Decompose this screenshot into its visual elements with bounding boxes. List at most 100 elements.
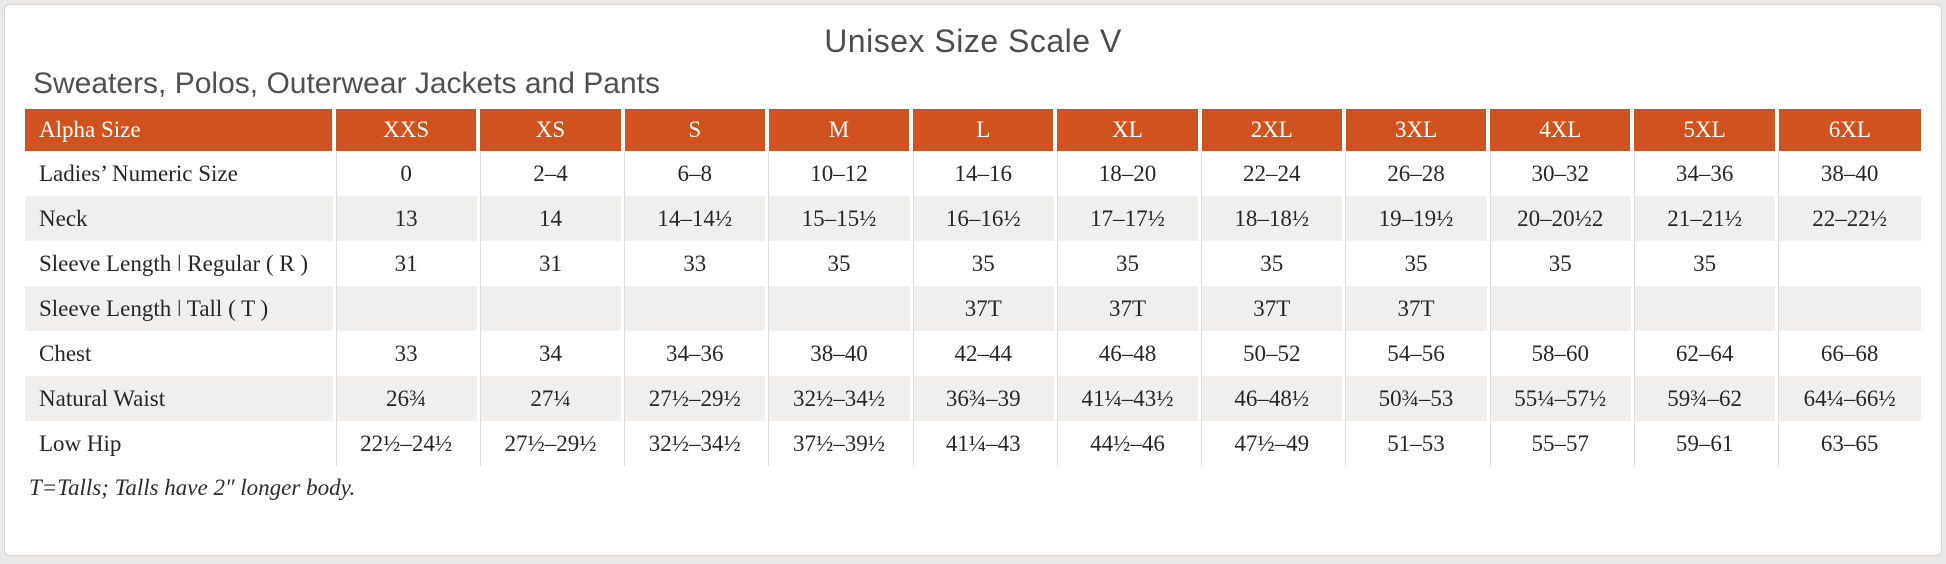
- size-cell: [765, 286, 912, 331]
- size-cell: 26¾: [332, 376, 479, 421]
- size-cell: 15–15½: [765, 196, 912, 241]
- size-cell: 33: [332, 331, 479, 376]
- size-cell: 50–52: [1198, 331, 1344, 376]
- size-cell: 35: [1198, 241, 1344, 286]
- size-cell: [1775, 241, 1921, 286]
- row-label: Sleeve Length ǀ Regular ( R ): [39, 250, 309, 276]
- size-cell: 32½–34½: [765, 376, 912, 421]
- size-cell: 63–65: [1775, 421, 1921, 466]
- header-cell-size: L: [909, 109, 1056, 151]
- header-cell-alpha-size: Alpha Size: [25, 109, 335, 151]
- size-cell: 62–64: [1630, 331, 1777, 376]
- size-cell: 37T: [1198, 286, 1344, 331]
- row-label: Natural Waist: [25, 376, 335, 421]
- header-row: Alpha Size XXS XS S M L XL 2XL 3XL 4XL 5XL 6XL: [25, 109, 1921, 151]
- size-cell: 22–24: [1198, 151, 1344, 196]
- header-cell-size: M: [764, 109, 912, 151]
- header-cell-size: XL: [1053, 109, 1200, 151]
- header-cell-size: XS: [476, 109, 623, 151]
- size-cell: 37T: [1053, 286, 1200, 331]
- size-cell: 14: [476, 196, 623, 241]
- size-cell: 35: [1486, 241, 1633, 286]
- row-label: Neck: [25, 196, 335, 241]
- page-title: Unisex Size Scale V: [824, 23, 1122, 59]
- footnote: T=Talls; Talls have 2″ longer body.: [29, 475, 356, 500]
- row-label: Sleeve Length ǀ Tall ( T ): [25, 286, 335, 331]
- size-cell: [476, 286, 623, 331]
- size-cell: 2–4: [476, 151, 623, 196]
- size-cell: 55¼–57½: [1486, 376, 1633, 421]
- size-table-body: Ladies’ Numeric Size 0 2–4 6–8 10–12 14–16 18–…: [25, 151, 1921, 466]
- size-cell: 38–40: [1775, 151, 1921, 196]
- size-cell: 22–22½: [1775, 196, 1921, 241]
- table-row: Low Hip 22½–24½ 27½–29½ 32½–34½ 37½–39½ 41¼–4…: [25, 421, 1921, 466]
- size-cell: 34–36: [621, 331, 767, 376]
- size-cell: 17–17½: [1053, 196, 1200, 241]
- size-table: Alpha Size XXS XS S M L XL 2XL 3XL 4XL 5XL 6XL Ladi…: [25, 109, 1921, 466]
- header-cell-size: XXS: [332, 109, 479, 151]
- size-cell: 41¼–43½: [1053, 376, 1200, 421]
- size-chart-card: Unisex Size Scale V Sweaters, Polos, Out…: [4, 4, 1942, 556]
- page-subtitle: Sweaters, Polos, Outerwear Jackets and P…: [33, 67, 660, 100]
- size-cell: 41¼–43: [909, 421, 1056, 466]
- size-cell: 19–19½: [1342, 196, 1489, 241]
- size-cell: 35: [1342, 241, 1489, 286]
- size-cell: 35: [765, 241, 912, 286]
- size-cell: 18–20: [1053, 151, 1200, 196]
- size-cell: 36¾–39: [909, 376, 1056, 421]
- size-cell: 27½–29½: [621, 376, 767, 421]
- table-row: Neck 13 14 14–14½ 15–15½ 16–16½ 17–17½ 18–18½ 19…: [25, 196, 1921, 241]
- size-cell: 44½–46: [1053, 421, 1200, 466]
- row-label: Ladies’ Numeric Size: [39, 160, 238, 186]
- size-cell: [1630, 286, 1777, 331]
- size-cell: 16–16½: [909, 196, 1056, 241]
- size-cell: 20–20½2: [1486, 196, 1633, 241]
- size-cell: 22½–24½: [332, 421, 479, 466]
- header-cell-size: 3XL: [1341, 109, 1489, 151]
- size-cell: 64¼–66½: [1775, 376, 1921, 421]
- size-cell: 35: [1630, 241, 1777, 286]
- table-row: Sleeve Length ǀ Tall ( T ) 37T 37T 37T 37T: [25, 286, 1921, 331]
- size-cell: [332, 286, 479, 331]
- size-cell: 37½–39½: [765, 421, 912, 466]
- size-cell: [1775, 286, 1921, 331]
- size-cell: 27½–29½: [476, 421, 623, 466]
- size-cell: 42–44: [909, 331, 1056, 376]
- size-cell: 21–21½: [1630, 196, 1777, 241]
- table-row: Sleeve Length ǀ Regular ( R ) 31 31 33 35 35 3…: [25, 241, 1921, 286]
- size-cell: 14–16: [909, 151, 1056, 196]
- size-cell: 59¾–62: [1630, 376, 1777, 421]
- size-cell: 46–48½: [1198, 376, 1344, 421]
- size-cell: 18–18½: [1198, 196, 1344, 241]
- header-cell-size: S: [620, 109, 767, 151]
- size-cell: 66–68: [1775, 331, 1921, 376]
- size-cell: 51–53: [1342, 421, 1489, 466]
- size-cell: 0: [332, 151, 479, 196]
- size-cell: 58–60: [1486, 331, 1633, 376]
- size-cell: 26–28: [1342, 151, 1489, 196]
- size-cell: 46–48: [1053, 331, 1200, 376]
- size-cell: 37T: [1342, 286, 1489, 331]
- size-cell: 31: [332, 241, 479, 286]
- size-table-header: Alpha Size XXS XS S M L XL 2XL 3XL 4XL 5XL 6XL: [25, 109, 1921, 151]
- header-cell-size: 6XL: [1774, 109, 1921, 151]
- size-cell: 35: [1053, 241, 1200, 286]
- row-label: Low Hip: [39, 430, 122, 456]
- size-cell: 33: [621, 241, 767, 286]
- size-cell: 55–57: [1486, 421, 1633, 466]
- size-cell: 37T: [909, 286, 1056, 331]
- table-row: Chest 33 34 34–36 38–40 42–44 46–48 50–52 54–56 5…: [25, 331, 1921, 376]
- table-row: Ladies’ Numeric Size 0 2–4 6–8 10–12 14–16 18–…: [25, 151, 1921, 196]
- size-cell: 38–40: [765, 331, 912, 376]
- size-cell: 10–12: [765, 151, 912, 196]
- size-cell: 34–36: [1630, 151, 1777, 196]
- size-cell: 6–8: [621, 151, 767, 196]
- size-cell: 34: [476, 331, 623, 376]
- row-label: Chest: [39, 340, 92, 366]
- size-cell: 31: [476, 241, 623, 286]
- size-cell: 59–61: [1630, 421, 1777, 466]
- size-cell: 47½–49: [1198, 421, 1344, 466]
- size-cell: [1486, 286, 1633, 331]
- table-row: Natural Waist 26¾ 27¼ 27½–29½ 32½–34½ 36¾–39 4…: [25, 376, 1921, 421]
- size-cell: 13: [332, 196, 479, 241]
